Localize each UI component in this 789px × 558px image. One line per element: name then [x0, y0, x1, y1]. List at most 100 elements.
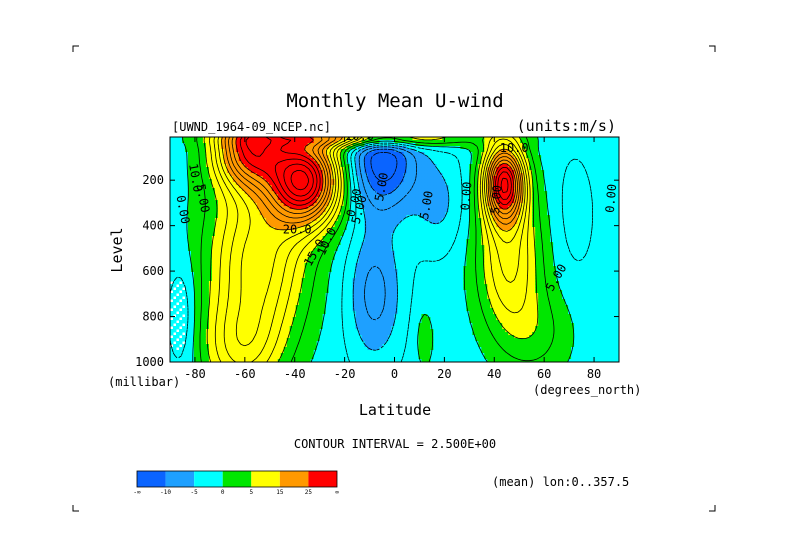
field-cell — [193, 308, 198, 312]
field-cell — [208, 197, 213, 201]
field-cell — [241, 284, 246, 288]
field-cell — [265, 200, 270, 204]
field-cell — [280, 191, 285, 195]
field-cell — [238, 359, 243, 362]
field-cell — [268, 272, 273, 276]
field-cell — [208, 305, 213, 309]
field-cell — [274, 254, 279, 258]
field-cell — [247, 167, 252, 171]
field-cell — [277, 320, 282, 324]
field-cell — [259, 236, 264, 240]
field-cell — [298, 260, 303, 264]
field-cell — [262, 272, 267, 276]
field-cell — [349, 218, 354, 222]
field-cell — [271, 149, 276, 153]
field-cell — [217, 245, 222, 249]
field-cell — [256, 350, 261, 354]
field-cell — [193, 170, 198, 174]
field-cell — [241, 263, 246, 267]
field-cell — [232, 299, 237, 303]
field-cell — [298, 191, 303, 195]
field-cell — [328, 284, 333, 288]
field-cell — [310, 257, 315, 261]
field-cell — [211, 152, 216, 156]
field-cell — [259, 248, 264, 252]
field-cell — [298, 236, 303, 240]
field-cell — [316, 209, 321, 213]
field-cell — [193, 137, 198, 141]
field-cell — [331, 158, 336, 162]
field-cell — [214, 359, 219, 362]
field-cell — [340, 266, 345, 270]
field-cell — [304, 152, 309, 156]
field-cell — [364, 260, 369, 264]
field-cell — [277, 221, 282, 225]
field-cell — [217, 263, 222, 267]
field-cell — [199, 230, 204, 234]
field-cell — [358, 290, 363, 294]
field-cell — [265, 341, 270, 345]
field-cell — [313, 257, 318, 261]
field-cell — [223, 266, 228, 270]
field-cell — [331, 356, 336, 360]
field-cell — [217, 206, 222, 210]
field-cell — [343, 266, 348, 270]
field-cell — [334, 356, 339, 360]
field-cell — [220, 182, 225, 186]
field-cell — [202, 311, 207, 315]
field-cell — [325, 236, 330, 240]
field-cell — [295, 137, 300, 141]
field-cell — [226, 158, 231, 162]
field-cell — [322, 302, 327, 306]
field-cell — [298, 167, 303, 171]
field-cell — [283, 179, 288, 183]
field-cell — [298, 299, 303, 303]
field-cell — [190, 182, 195, 186]
field-cell — [217, 356, 222, 360]
field-cell — [337, 209, 342, 213]
field-cell — [307, 203, 312, 207]
field-cell — [328, 236, 333, 240]
field-cell — [313, 275, 318, 279]
field-cell — [202, 332, 207, 336]
field-cell — [298, 143, 303, 147]
field-cell — [265, 215, 270, 219]
field-cell — [187, 338, 192, 342]
field-cell — [292, 242, 297, 246]
field-cell — [208, 356, 213, 360]
field-cell — [355, 338, 360, 342]
field-cell — [301, 158, 306, 162]
field-cell — [334, 215, 339, 219]
field-cell — [289, 137, 294, 141]
field-cell — [241, 317, 246, 321]
field-cell — [187, 245, 192, 249]
field-cell — [361, 275, 366, 279]
field-cell — [274, 308, 279, 312]
field-cell — [232, 302, 237, 306]
field-cell — [271, 185, 276, 189]
field-cell — [244, 206, 249, 210]
field-cell — [199, 197, 204, 201]
field-cell — [205, 218, 210, 222]
field-cell — [187, 266, 192, 270]
field-cell — [307, 266, 312, 270]
field-cell — [193, 332, 198, 336]
field-cell — [262, 353, 267, 357]
field-cell — [229, 212, 234, 216]
field-cell — [247, 245, 252, 249]
field-cell — [343, 143, 348, 147]
field-cell — [196, 185, 201, 189]
field-cell — [295, 314, 300, 318]
field-cell — [358, 209, 363, 213]
field-cell — [232, 335, 237, 339]
field-cell — [361, 236, 366, 240]
field-cell — [250, 350, 255, 354]
field-cell — [286, 338, 291, 342]
field-cell — [343, 224, 348, 228]
field-cell — [352, 137, 357, 141]
field-cell — [241, 314, 246, 318]
field-cell — [247, 323, 252, 327]
field-cell — [187, 179, 192, 183]
field-cell — [259, 257, 264, 261]
field-cell — [355, 287, 360, 291]
